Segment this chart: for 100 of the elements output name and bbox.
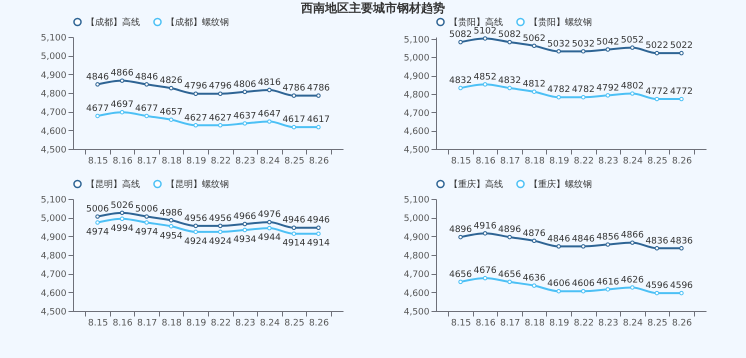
point xyxy=(193,123,198,128)
data-label: 4846 xyxy=(572,234,595,244)
point xyxy=(120,216,124,222)
point xyxy=(532,238,536,244)
point xyxy=(144,214,149,219)
data-label: 4617 xyxy=(307,115,330,126)
text: 西南地区主要城市钢材趋势 xyxy=(300,1,446,15)
y-tick-label: 4,800 xyxy=(404,90,430,100)
data-label: 4636 xyxy=(522,274,546,284)
point xyxy=(292,226,296,230)
data-label: 4914 xyxy=(307,238,330,249)
y-tick-label: 4,600 xyxy=(40,288,67,299)
point xyxy=(218,230,223,234)
data-label: 4876 xyxy=(522,228,546,239)
data-label: 5006 xyxy=(86,204,110,215)
data-label: 4596 xyxy=(645,281,669,292)
y-tick-label: 4,600 xyxy=(40,126,67,137)
point xyxy=(581,288,586,294)
point xyxy=(556,288,561,294)
y-tick-label: 4,500 xyxy=(40,146,67,156)
point xyxy=(193,230,198,234)
y-tick-label: 4,800 xyxy=(404,252,430,262)
point xyxy=(630,91,635,96)
data-label: 5026 xyxy=(110,200,134,211)
point xyxy=(581,94,586,100)
point xyxy=(532,44,536,48)
x-tick-label: 8.19 xyxy=(549,318,570,328)
data-label: 4956 xyxy=(184,214,208,224)
point xyxy=(458,280,463,284)
y-tick-label: 4,800 xyxy=(40,252,67,262)
point xyxy=(507,86,512,90)
point xyxy=(168,218,174,223)
y-tick-label: 4,700 xyxy=(40,270,67,280)
data-label: 4836 xyxy=(670,236,694,246)
point xyxy=(532,89,536,94)
y-tick-label: 5,000 xyxy=(404,54,430,64)
x-tick-label: 8.25 xyxy=(647,156,668,166)
x-tick-label: 8.26 xyxy=(308,318,330,328)
point xyxy=(242,90,248,94)
data-label: 4656 xyxy=(449,270,472,280)
point xyxy=(482,82,488,87)
x-tick-label: 8.22 xyxy=(574,156,594,166)
y-tick-label: 4,700 xyxy=(404,108,430,119)
x-tick-label: 8.26 xyxy=(672,318,692,328)
x-tick-label: 8.15 xyxy=(451,156,472,166)
data-label: 4994 xyxy=(110,224,134,234)
x-tick-label: 8.16 xyxy=(476,318,496,328)
data-label: 4796 xyxy=(208,82,232,92)
point xyxy=(679,50,684,56)
point xyxy=(120,210,124,216)
x-tick-label: 8.16 xyxy=(476,156,496,166)
x-tick-label: 8.23 xyxy=(235,156,256,166)
data-label: 5052 xyxy=(620,36,644,46)
point xyxy=(507,234,512,240)
point xyxy=(144,114,149,118)
data-label: 4606 xyxy=(547,279,570,290)
point xyxy=(507,280,512,284)
point xyxy=(654,50,660,56)
x-tick-label: 8.22 xyxy=(210,318,231,328)
data-label: 4826 xyxy=(160,76,183,86)
point xyxy=(267,226,272,230)
x-tick-label: 8.17 xyxy=(137,318,158,328)
data-label: 5032 xyxy=(547,39,570,50)
legend-label: 【重庆】螺纹钢 xyxy=(529,178,592,190)
data-label: 4846 xyxy=(547,234,570,244)
data-label: 4914 xyxy=(282,238,306,249)
x-tick-label: 8.24 xyxy=(260,318,280,328)
data-label: 4954 xyxy=(160,231,183,242)
point xyxy=(292,124,296,130)
legend-label: 【昆明】螺纹钢 xyxy=(166,178,229,190)
data-label: 4616 xyxy=(596,277,620,288)
x-tick-label: 8.15 xyxy=(451,318,472,328)
point xyxy=(630,45,635,50)
x-tick-label: 8.16 xyxy=(112,318,133,328)
point xyxy=(193,224,198,228)
point xyxy=(120,78,124,83)
point xyxy=(458,86,463,90)
point xyxy=(507,40,512,44)
x-tick-label: 8.16 xyxy=(112,156,133,166)
point xyxy=(581,244,586,249)
point xyxy=(316,124,321,130)
point xyxy=(267,88,272,92)
point xyxy=(606,47,610,52)
data-label: 4896 xyxy=(449,225,472,236)
y-tick-label: 4,700 xyxy=(40,108,67,118)
data-label: 4657 xyxy=(160,108,183,118)
data-label: 4782 xyxy=(572,85,595,96)
data-label: 4896 xyxy=(498,225,522,236)
point xyxy=(120,110,124,114)
point xyxy=(95,114,100,118)
data-label: 4627 xyxy=(208,113,232,124)
x-tick-label: 8.17 xyxy=(500,318,520,328)
point xyxy=(168,86,174,90)
point xyxy=(654,290,660,296)
x-tick-label: 8.15 xyxy=(88,318,108,328)
point xyxy=(458,40,463,44)
x-tick-label: 8.22 xyxy=(210,156,231,166)
data-label: 4916 xyxy=(474,221,497,232)
point xyxy=(316,226,321,230)
data-label: 4832 xyxy=(449,76,472,86)
